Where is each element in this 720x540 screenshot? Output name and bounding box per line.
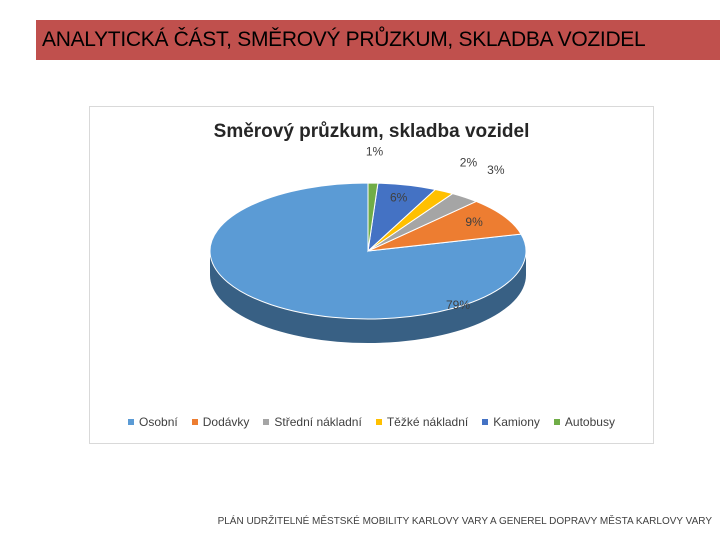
pie-slice-0 [209, 182, 527, 320]
legend-label: Těžké nákladní [386, 415, 469, 429]
legend-label: Dodávky [202, 415, 250, 429]
legend-item-2: Střední nákladní [263, 415, 362, 429]
legend-swatch [482, 419, 489, 425]
pie-data-label-3: 2% [460, 155, 478, 169]
pie-data-label-1: 9% [465, 215, 483, 229]
chart-title: Směrový průzkum, skladba vozidel [213, 121, 530, 142]
page-title: ANALYTICKÁ ČÁST, SMĚROVÝ PRŮZKUM, SKLADB… [36, 20, 720, 60]
legend-label: Kamiony [493, 415, 540, 429]
pie-data-label-2: 3% [487, 163, 505, 177]
legend-label: Autobusy [564, 415, 615, 429]
legend-swatch [128, 419, 135, 425]
legend-swatch [375, 419, 382, 425]
pie-data-label-0: 79% [446, 298, 470, 312]
chart-legend: Osobní Dodávky Střední nákladní Těžké nákla… [90, 415, 653, 429]
legend-item-1: Dodávky [191, 415, 250, 429]
pie-slice-5 [367, 182, 379, 252]
footer-text: PLÁN UDRŽITELNÉ MĚSTSKÉ MOBILITY KARLOVY… [217, 516, 712, 527]
legend-label: Osobní [139, 415, 178, 429]
legend-swatch [263, 419, 270, 425]
pie-data-label-4: 6% [390, 191, 408, 205]
legend-swatch [191, 419, 198, 425]
legend-item-0: Osobní [128, 415, 178, 429]
legend-label: Střední nákladní [274, 415, 362, 429]
pie-side-0 [210, 251, 526, 343]
pie-plot-area: 79% 9% 3% 2% 6% 1% [209, 144, 527, 343]
pie-slice-1 [367, 200, 522, 252]
page-title-text: ANALYTICKÁ ČÁST, SMĚROVÝ PRŮZKUM, SKLADB… [42, 28, 646, 51]
legend-item-5: Autobusy [553, 415, 615, 429]
legend-swatch [553, 419, 560, 425]
legend-item-4: Kamiony [482, 415, 540, 429]
pie-data-label-5: 1% [366, 144, 384, 158]
legend-item-3: Těžké nákladní [375, 415, 469, 429]
pie-chart: Směrový průzkum, skladba vozidel 79% 9% 3%… [89, 106, 654, 444]
